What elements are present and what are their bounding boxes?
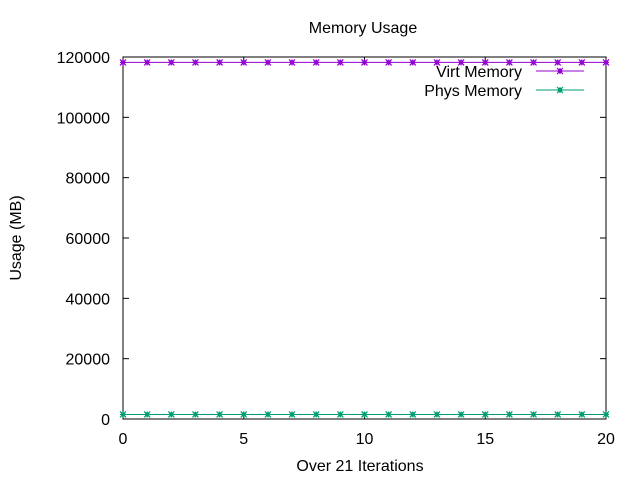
data-point [409, 411, 417, 418]
data-point [167, 59, 175, 66]
legend-item: Phys Memory [424, 83, 584, 100]
data-point [264, 59, 272, 66]
data-point [216, 59, 224, 66]
data-point [336, 59, 344, 66]
series-layer [119, 59, 610, 418]
data-point [192, 59, 199, 66]
data-point [119, 59, 127, 66]
chart-title: Memory Usage [309, 20, 418, 37]
legend-label: Phys Memory [424, 83, 522, 100]
data-point [385, 59, 393, 66]
data-point [288, 411, 296, 418]
data-point [457, 411, 465, 418]
series-phys-memory [119, 411, 610, 418]
y-tick-label: 100000 [57, 110, 110, 127]
data-point [481, 59, 489, 66]
y-tick-label: 120000 [57, 50, 110, 67]
data-point [143, 411, 151, 418]
data-point [143, 59, 151, 66]
data-point [361, 411, 368, 418]
data-point [505, 411, 513, 418]
series-virt-memory [119, 59, 610, 66]
y-tick-label: 0 [101, 412, 110, 429]
axes: 0 5 10 15 20 0 20000 40000 60000 80000 100000 12000… [57, 50, 615, 448]
data-point [312, 59, 320, 66]
x-tick-label: 5 [239, 431, 248, 448]
data-point [530, 59, 537, 66]
x-axis-label: Over 21 Iterations [296, 458, 423, 475]
data-point [578, 59, 586, 66]
y-tick-label: 60000 [66, 231, 111, 248]
data-point [312, 411, 320, 418]
legend-marker [556, 86, 564, 94]
data-point [361, 59, 368, 66]
data-point [578, 411, 586, 418]
data-point [192, 411, 199, 418]
data-point [481, 411, 489, 418]
data-point [240, 411, 248, 418]
data-point [602, 59, 610, 66]
x-tick-label: 15 [476, 431, 494, 448]
legend: Virt Memory Phys Memory [424, 64, 584, 100]
data-point [119, 411, 127, 418]
x-tick-label: 0 [119, 431, 128, 448]
data-point [336, 411, 344, 418]
data-point [240, 59, 248, 66]
data-point [264, 411, 272, 418]
data-point [505, 59, 513, 66]
legend-marker [556, 67, 564, 75]
y-axis-label: Usage (MB) [8, 195, 25, 280]
y-tick-label: 20000 [66, 352, 111, 369]
data-point [216, 411, 224, 418]
data-point [167, 411, 175, 418]
data-point [602, 411, 610, 418]
data-point [433, 411, 441, 418]
data-point [433, 59, 441, 66]
x-tick-label: 20 [597, 431, 615, 448]
plot-frame [122, 56, 607, 420]
x-tick-label: 10 [356, 431, 374, 448]
data-point [288, 59, 296, 66]
y-tick-label: 80000 [66, 171, 111, 188]
data-point [385, 411, 393, 418]
data-point [554, 411, 562, 418]
legend-item: Virt Memory [436, 64, 584, 81]
data-point [554, 59, 562, 66]
data-point [409, 59, 417, 66]
y-tick-label: 40000 [66, 291, 111, 308]
data-point [457, 59, 465, 66]
data-point [530, 411, 537, 418]
legend-label: Virt Memory [436, 64, 522, 81]
